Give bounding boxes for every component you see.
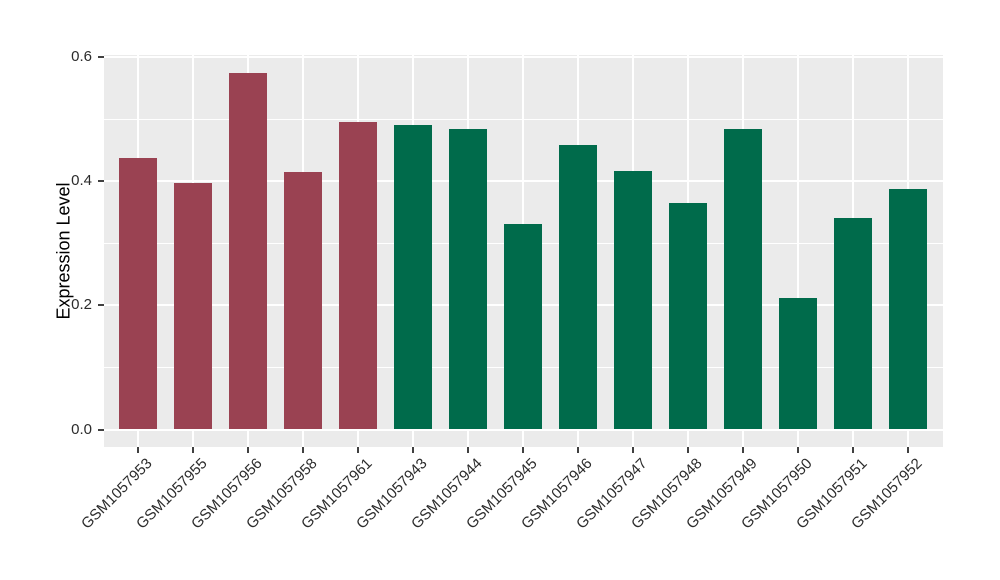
x-tick-mark (412, 447, 414, 453)
x-tick-mark (522, 447, 524, 453)
bar-GSM1057950 (778, 297, 818, 430)
bar-GSM1057952 (888, 188, 928, 430)
bar-GSM1057946 (558, 145, 598, 430)
x-tick-mark (742, 447, 744, 453)
x-tick-mark (687, 447, 689, 453)
bar-GSM1057945 (503, 224, 543, 430)
bar-GSM1057947 (613, 171, 653, 430)
bar-GSM1057948 (668, 203, 708, 430)
bar-GSM1057956 (228, 73, 268, 430)
x-tick-mark (137, 447, 139, 453)
bar-GSM1057955 (173, 183, 213, 430)
y-tick-mark (98, 304, 104, 307)
bar-GSM1057958 (283, 171, 323, 430)
bar-GSM1057961 (338, 122, 378, 430)
bar-GSM1057949 (723, 128, 763, 430)
x-tick-mark (852, 447, 854, 453)
y-tick-label: 0.4 (71, 172, 92, 190)
bar-GSM1057944 (448, 129, 488, 430)
bar-GSM1057953 (118, 157, 158, 430)
x-tick-mark (632, 447, 634, 453)
x-tick-mark (192, 447, 194, 453)
bar-GSM1057951 (833, 217, 873, 430)
y-tick-mark (98, 180, 104, 183)
plot-panel (104, 55, 943, 447)
bar-GSM1057943 (393, 125, 433, 430)
x-tick-mark (907, 447, 909, 453)
y-tick-mark (98, 428, 104, 431)
y-tick-label: 0.2 (71, 296, 92, 314)
x-tick-mark (247, 447, 249, 453)
x-tick-mark (577, 447, 579, 453)
y-tick-label: 0.6 (71, 48, 92, 66)
gridline-x-major (797, 55, 799, 447)
y-tick-label: 0.0 (71, 420, 92, 438)
x-tick-mark (467, 447, 469, 453)
x-tick-mark (302, 447, 304, 453)
x-tick-mark (357, 447, 359, 453)
y-tick-mark (98, 56, 104, 59)
x-tick-mark (797, 447, 799, 453)
